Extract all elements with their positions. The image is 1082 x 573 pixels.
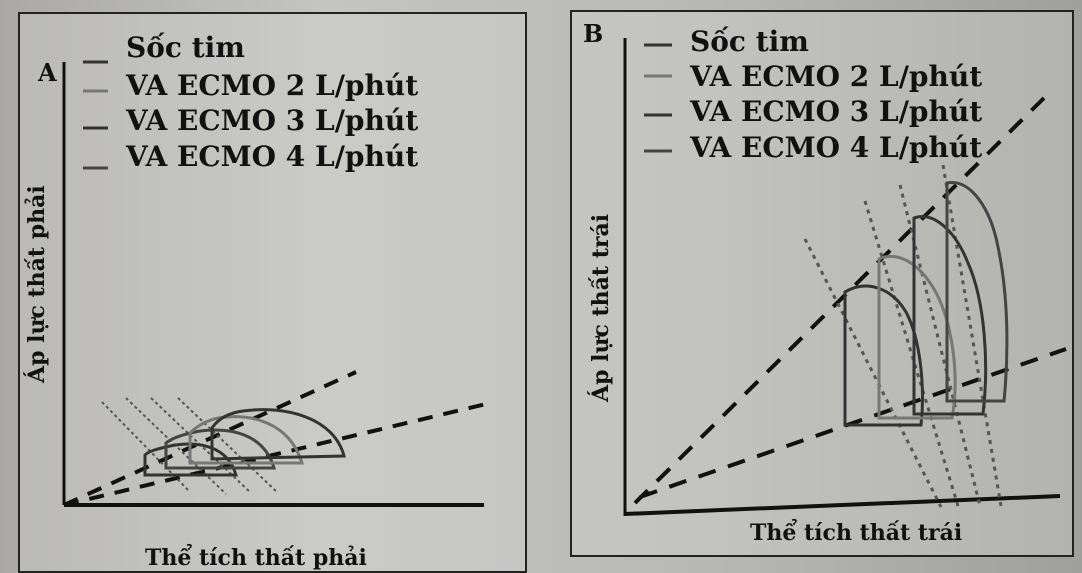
- right-dotted-ventricular-elastance-line-3: [898, 184, 982, 507]
- left-legend-label-va-ecmo-2: VA ECMO 2 L/phút: [125, 69, 418, 102]
- left-legend-label-cardiogenic-shock: Sốc tim: [126, 31, 245, 64]
- right-end-systolic-pressure-line: [633, 96, 1046, 505]
- right-end-diastolic-pressure-line: [639, 347, 1067, 499]
- left-dotted-ventricular-elastance-line-1: [101, 401, 191, 493]
- right-legend-label-va-ecmo-2: VA ECMO 2 L/phút: [689, 60, 982, 93]
- right-ventricle-panel: [18, 12, 527, 573]
- left-panel-letter: A: [37, 58, 57, 87]
- left-loop-va-ecmo-2: [188, 415, 305, 465]
- left-end-systolic-pressure-line: [63, 370, 357, 507]
- left-dotted-ventricular-elastance-line-2: [125, 397, 227, 495]
- left-loop-cardiogenic-shock: [210, 408, 346, 461]
- right-legend-label-va-ecmo-3: VA ECMO 3 L/phút: [689, 95, 982, 128]
- left-legend-label-va-ecmo-4: VA ECMO 4 L/phút: [125, 140, 418, 173]
- right-loop-va-ecmo-3: [912, 215, 988, 416]
- left-ventricle-panel: [570, 10, 1074, 557]
- right-panel-letter: B: [583, 19, 603, 48]
- right-x-axis: [624, 494, 1061, 516]
- left-legend-label-va-ecmo-3: VA ECMO 3 L/phút: [125, 104, 418, 137]
- right-legend-label-cardiogenic-shock: Sốc tim: [690, 25, 809, 58]
- right-dotted-ventricular-elastance-line-4: [941, 164, 1003, 507]
- left-dotted-ventricular-elastance-line-4: [177, 397, 279, 494]
- right-y-axis-label: Áp lực thất trái: [587, 214, 614, 403]
- left-x-axis-label: Thể tích thất phải: [145, 543, 367, 571]
- left-end-diastolic-pressure-line: [63, 402, 487, 507]
- right-x-axis-label: Thể tích thất trái: [750, 518, 962, 546]
- left-y-axis-label: Áp lực thất phải: [23, 185, 50, 384]
- right-legend-label-va-ecmo-4: VA ECMO 4 L/phút: [689, 131, 982, 164]
- right-loop-cardiogenic-shock: [843, 284, 924, 427]
- right-loop-va-ecmo-4: [945, 181, 1009, 403]
